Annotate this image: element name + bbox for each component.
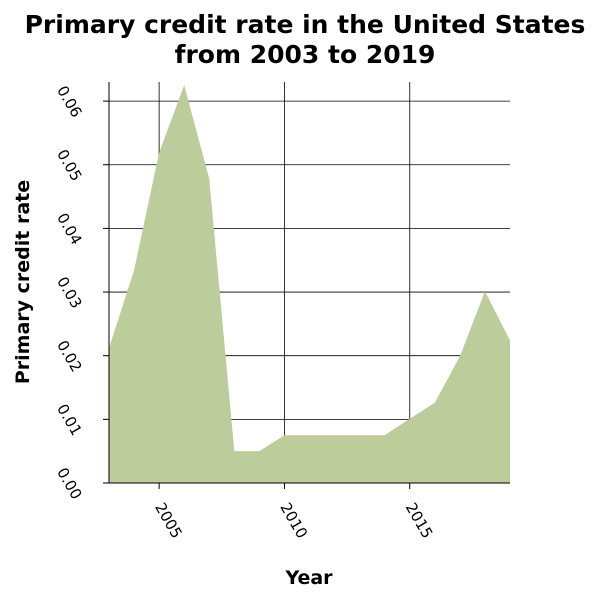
x-tick-label-1: 2010 <box>276 499 311 541</box>
x-axis-title: Year <box>284 567 333 589</box>
y-tick-label-4: 0.04 <box>53 210 85 248</box>
x-tick-label-0: 2005 <box>151 499 186 541</box>
y-tick-label-3: 0.03 <box>53 274 85 312</box>
y-tick-label-6: 0.06 <box>53 83 85 121</box>
x-tick-label-2: 2015 <box>402 499 437 541</box>
plot-area: 0.00 0.01 0.02 0.03 0.04 0.05 0.06 2005 2010 2015 <box>53 82 510 542</box>
y-tick-label-5: 0.05 <box>53 146 85 184</box>
chart-title-line-2: from 2003 to 2019 <box>175 40 436 69</box>
y-axis-title: Primary credit rate <box>12 180 34 384</box>
chart-title-line-1: Primary credit rate in the United States <box>25 10 586 39</box>
area-series-0 <box>109 85 510 483</box>
y-tick-label-2: 0.02 <box>53 337 85 375</box>
y-tick-label-1: 0.01 <box>53 401 85 439</box>
y-tick-label-0: 0.00 <box>53 465 85 503</box>
